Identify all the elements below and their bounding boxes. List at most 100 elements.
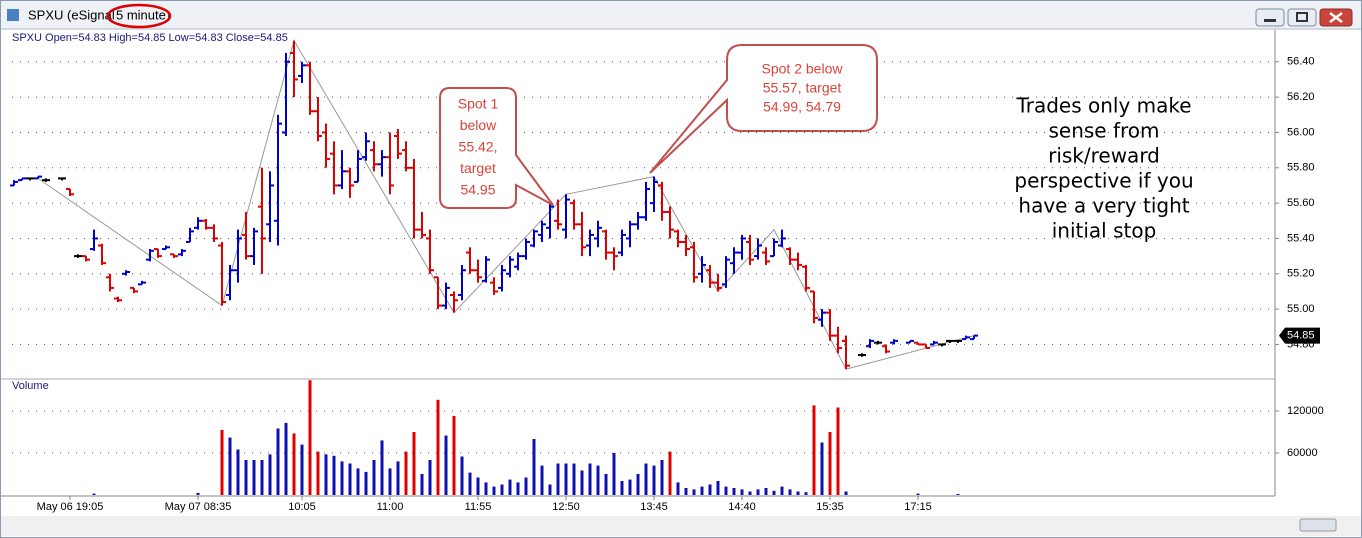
volume-bar [420, 474, 424, 495]
window-title-highlight: 5 minute) [116, 7, 170, 22]
y-tick-label: 55.80 [1287, 162, 1315, 174]
ohlc-range [837, 326, 839, 354]
marks: 54.8055.0055.2055.4055.6055.8056.0056.20… [10, 39, 1324, 513]
ohlc-range [93, 229, 95, 251]
ohlc-range [437, 277, 439, 310]
y-tick-label: 56.20 [1287, 91, 1315, 103]
volume-bar [844, 491, 848, 495]
ohlc-range [677, 229, 679, 248]
volume-bar [716, 481, 720, 495]
volume-bar [292, 433, 296, 495]
ohlc-range [293, 40, 295, 98]
ohlc-range [805, 264, 807, 292]
ohlc-range [973, 335, 975, 340]
volume-bar [428, 460, 432, 495]
ohlc-range [685, 234, 687, 257]
x-tick-label: May 06 19:05 [37, 501, 104, 513]
volume-bar [692, 489, 696, 495]
window-buttons[interactable] [1255, 8, 1353, 27]
ohlc-range [725, 256, 727, 288]
minimize-button[interactable] [1255, 8, 1285, 27]
volume-bar [324, 454, 328, 495]
ohlc-range [829, 309, 831, 341]
ohlc-range [253, 227, 255, 265]
ohlc-range [605, 229, 607, 260]
x-tick-label: 13:45 [640, 501, 668, 513]
ohlc-range [821, 309, 823, 327]
ohlc-range [221, 241, 223, 306]
maximize-icon [1296, 12, 1308, 22]
ohlc-range [277, 114, 279, 246]
x-tick-label: May 07 08:35 [165, 501, 232, 513]
ohlc-range [693, 241, 695, 283]
scrollbar-track[interactable] [1, 516, 1361, 536]
volume-bar [500, 484, 504, 495]
ohlc-range [325, 123, 327, 168]
volume-bar [540, 465, 544, 495]
volume-bar [564, 463, 568, 495]
ohlc-range [597, 220, 599, 248]
volume-bar [812, 405, 816, 495]
ohlc-range [317, 97, 319, 142]
y-tick-label: 55.20 [1287, 268, 1315, 280]
volume-bar [676, 482, 680, 495]
volume-bar [196, 492, 200, 495]
volume-title: Volume [12, 380, 49, 392]
title-bar [1, 1, 1361, 29]
volume-bar [780, 486, 784, 495]
price-header: SPXU Open=54.83 High=54.85 Low=54.83 Clo… [12, 32, 288, 44]
callout-box [649, 44, 878, 174]
maximize-button[interactable] [1287, 8, 1317, 27]
ohlc-range [869, 339, 871, 348]
ohlc-range [789, 247, 791, 265]
volume-bar [452, 415, 456, 495]
last-price-label: 54.85 [1287, 330, 1315, 342]
volume-bar [820, 442, 824, 495]
ohlc-range [357, 150, 359, 182]
scrollbar-thumb[interactable] [1299, 518, 1337, 532]
ohlc-range [237, 229, 239, 283]
ohlc-range [101, 243, 103, 265]
ohlc-range [405, 141, 407, 172]
ohlc-range [709, 264, 711, 288]
ohlc-range [69, 188, 71, 197]
ohlc-range [773, 238, 775, 257]
annotation-line: 54.99, 54.79 [763, 99, 841, 115]
volume-bar [644, 463, 648, 495]
y-tick-label: 120000 [1287, 405, 1324, 417]
ohlc-range [517, 252, 519, 271]
volume-bar [804, 492, 808, 495]
volume-bar [468, 472, 472, 495]
ohlc-range [493, 277, 495, 295]
volume-bar [596, 465, 600, 495]
zigzag-line [37, 39, 975, 370]
volume-bar [620, 481, 624, 495]
ohlc-range [389, 132, 391, 195]
volume-bar [484, 482, 488, 495]
ohlc-range [661, 181, 663, 221]
annotation-line: 54.95 [460, 182, 495, 198]
annotation-line: Trades only make [1015, 94, 1191, 118]
ohlc-range [213, 224, 215, 242]
ohlc-range [541, 220, 543, 242]
volume-bar [276, 428, 280, 495]
ohlc-range [301, 61, 303, 83]
ohlc-range [333, 141, 335, 195]
annotation-line: 55.57, target [763, 80, 842, 96]
volume-bar [412, 432, 416, 495]
window-title: SPXU (eSignal [28, 7, 115, 22]
volume-bar [748, 491, 752, 495]
ohlc-range [149, 249, 151, 262]
ohlc-range [309, 61, 311, 115]
annotation-line: perspective if you [1014, 169, 1193, 193]
ohlc-range [885, 344, 887, 354]
volume-bar [244, 460, 248, 495]
volume-bar [332, 455, 336, 495]
volume-bar [252, 460, 256, 495]
annotation-line: target [460, 160, 496, 176]
ohlc-range [485, 256, 487, 283]
volume-bar [628, 479, 632, 495]
volume-bar [220, 429, 224, 495]
ohlc-range [285, 52, 287, 136]
